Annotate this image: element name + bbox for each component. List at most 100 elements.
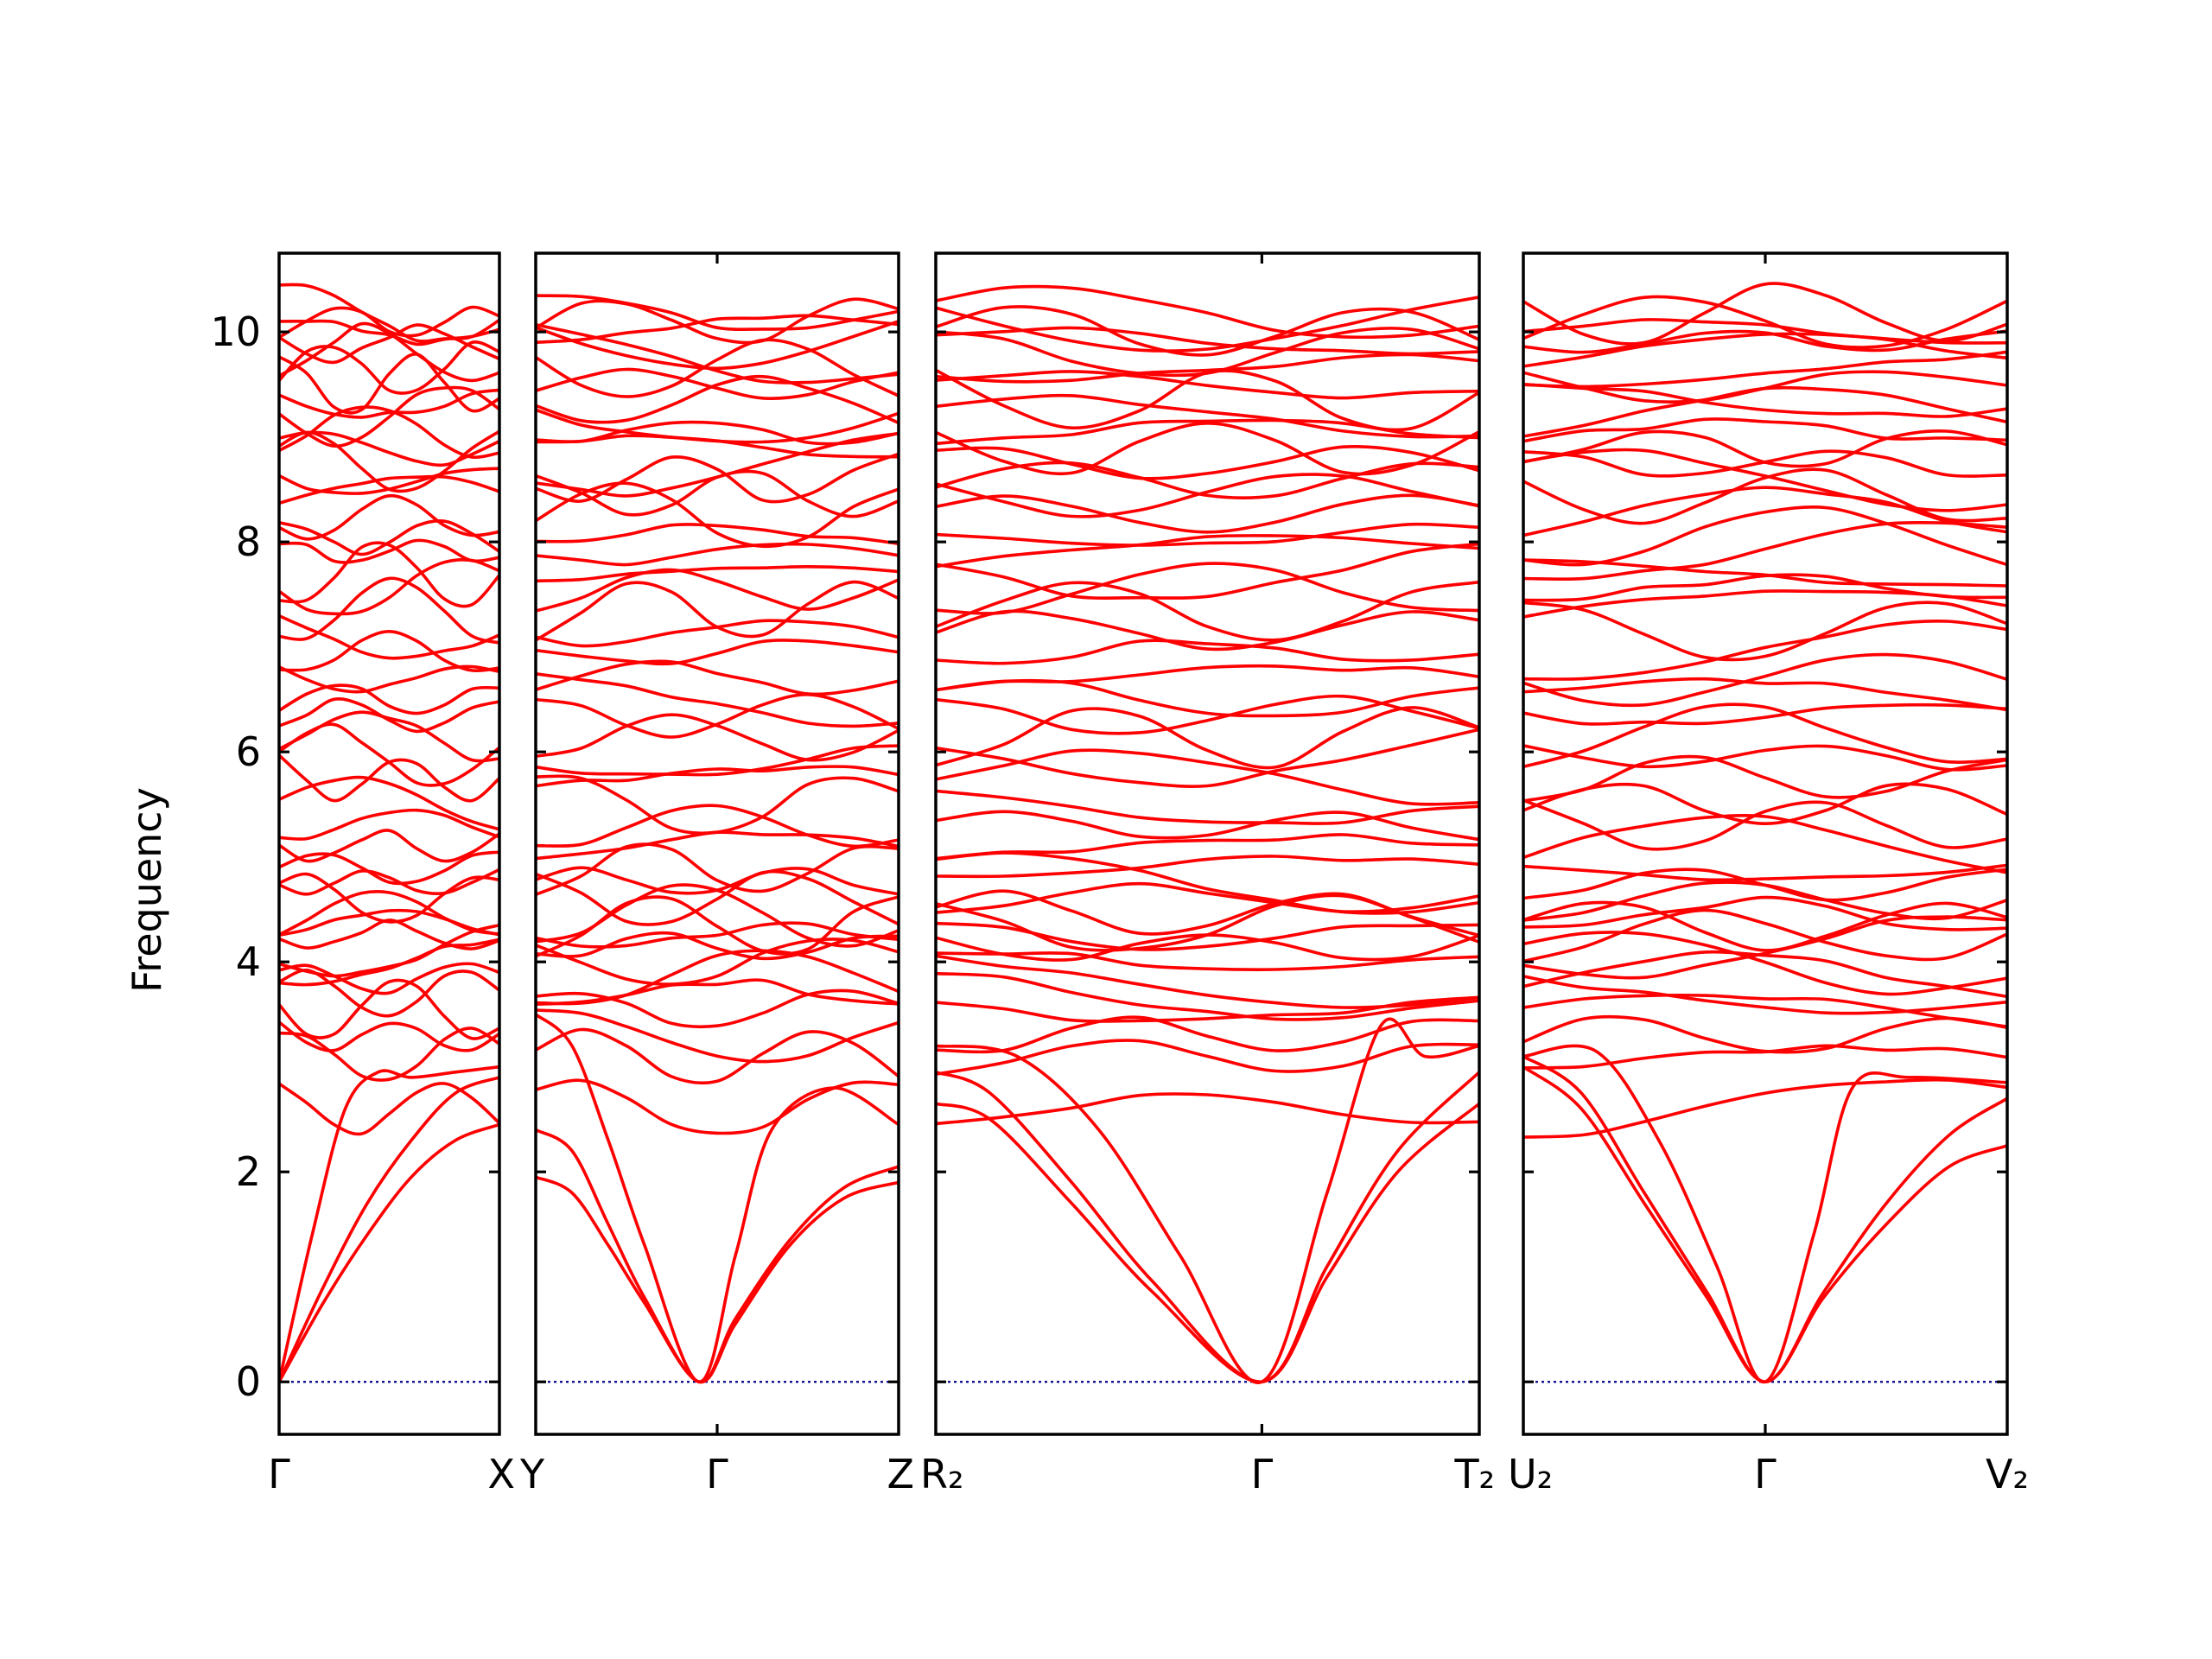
optical-band <box>536 639 899 666</box>
x-tick-label: R₂ <box>920 1451 963 1497</box>
optical-band <box>1523 370 2007 404</box>
optical-band <box>1523 863 2007 882</box>
optical-band <box>279 518 499 556</box>
optical-band <box>1523 295 2007 349</box>
optical-band <box>1523 1044 2007 1070</box>
optical-band <box>1523 931 2007 996</box>
optical-band <box>279 557 499 616</box>
optical-band <box>536 713 899 762</box>
x-tick-label: Γ <box>268 1451 290 1497</box>
optical-band <box>279 388 499 419</box>
optical-band <box>1523 1014 2007 1054</box>
y-tick-label: 6 <box>236 728 261 775</box>
optical-band <box>536 744 899 777</box>
optical-band <box>936 305 1479 357</box>
optical-band <box>279 283 499 343</box>
optical-band <box>279 405 499 460</box>
optical-band <box>536 320 899 371</box>
optical-band <box>279 923 499 978</box>
optical-band <box>279 305 499 340</box>
optical-band <box>1523 908 2007 963</box>
optical-band <box>279 614 499 660</box>
panels: Γ X Y Γ Z R₂ Γ T₂ U₂ Γ V₂ <box>268 251 2029 1497</box>
optical-band <box>936 694 1479 735</box>
x-tick-label: X <box>487 1451 515 1497</box>
optical-band <box>279 1027 499 1082</box>
acoustic-band <box>1523 1055 2007 1383</box>
optical-band <box>536 804 899 849</box>
optical-band <box>536 1078 899 1135</box>
optical-band <box>536 988 899 1029</box>
y-tick-label: 8 <box>236 518 261 565</box>
optical-band <box>1523 975 2007 1015</box>
optical-band <box>279 890 499 937</box>
optical-band <box>936 353 1479 384</box>
optical-band <box>936 664 1479 692</box>
panel-frame <box>934 251 1481 1436</box>
optical-band <box>1523 677 2007 712</box>
panel-3: R₂ Γ T₂ <box>920 251 1495 1497</box>
acoustic-band <box>936 1102 1479 1384</box>
optical-band <box>1523 282 2007 346</box>
optical-band <box>936 789 1479 825</box>
optical-band <box>536 949 899 1006</box>
optical-band <box>936 473 1479 518</box>
optical-band <box>279 664 499 694</box>
optical-band <box>936 493 1479 534</box>
optical-band <box>936 954 1479 1009</box>
optical-band <box>279 962 499 995</box>
optical-band <box>279 872 499 924</box>
optical-band <box>279 722 499 787</box>
optical-band <box>536 568 899 613</box>
optical-band <box>936 1039 1479 1076</box>
optical-band <box>936 534 1479 569</box>
optical-band <box>936 810 1479 842</box>
optical-band <box>536 672 899 728</box>
optical-band <box>936 542 1479 601</box>
panel-frame <box>277 251 501 1436</box>
optical-band <box>936 370 1479 400</box>
optical-band <box>279 538 499 564</box>
optical-band <box>1523 798 2007 851</box>
y-tick-label: 10 <box>210 308 261 355</box>
optical-band <box>536 297 899 345</box>
optical-band <box>936 1092 1479 1126</box>
optical-band <box>279 868 499 896</box>
optical-band <box>536 842 899 896</box>
optical-band <box>1523 467 2007 525</box>
optical-band <box>279 493 499 541</box>
optical-band <box>1523 350 2007 389</box>
y-tick-label: 0 <box>236 1358 261 1405</box>
optical-band <box>1523 915 2007 980</box>
optical-band <box>1523 868 2007 902</box>
optical-band <box>536 294 899 332</box>
optical-band <box>536 338 899 398</box>
optical-band <box>1523 950 2007 999</box>
optical-band <box>536 1027 899 1085</box>
optical-band <box>279 683 499 715</box>
y-axis-label: Frequency <box>124 787 170 993</box>
x-tick-label: U₂ <box>1508 1451 1553 1497</box>
optical-band <box>279 541 499 608</box>
optical-band <box>936 562 1479 615</box>
optical-band <box>279 340 499 395</box>
y-tick-label: 4 <box>236 938 261 985</box>
optical-band <box>279 629 499 673</box>
optical-band <box>936 296 1479 353</box>
optical-band <box>279 576 499 645</box>
optical-band <box>1523 782 2007 825</box>
optical-band <box>1523 318 2007 345</box>
y-tick-label: 2 <box>236 1148 261 1195</box>
optical-band <box>279 385 499 448</box>
optical-band <box>536 938 899 986</box>
optical-band <box>536 921 899 949</box>
band-lines <box>936 284 1479 1384</box>
optical-band <box>279 829 499 863</box>
optical-band <box>936 855 1479 879</box>
optical-band <box>936 728 1479 789</box>
optical-band <box>1523 505 2007 567</box>
optical-band <box>936 706 1479 770</box>
